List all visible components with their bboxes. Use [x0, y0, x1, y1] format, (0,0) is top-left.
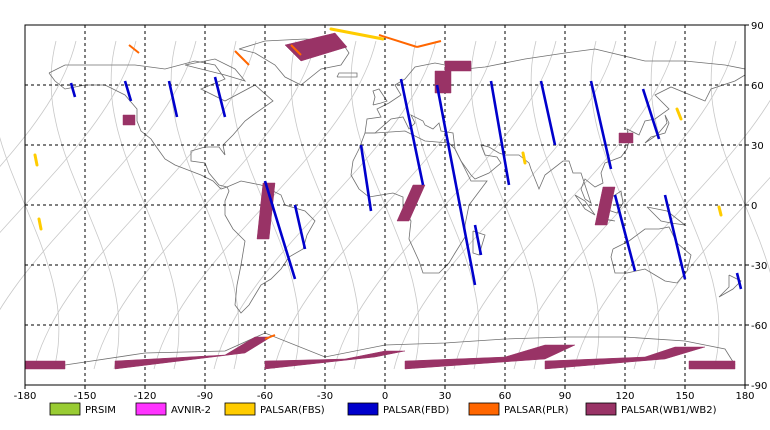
fbd-pass [69, 82, 77, 98]
plr-segment [378, 34, 418, 48]
x-tick-label: -60 [257, 391, 273, 402]
fbd-pass [435, 84, 477, 286]
wb-strip [544, 346, 706, 370]
wb-strip [688, 360, 736, 370]
legend-label: PALSAR(FBD) [383, 405, 449, 416]
wb-strip [618, 132, 634, 144]
fbd-pass [263, 180, 297, 280]
x-tick-label: 90 [559, 391, 572, 402]
wb-strip [396, 184, 426, 222]
y-tick-label: -90 [751, 381, 767, 392]
legend-swatch [585, 402, 617, 416]
legend-swatch [224, 402, 256, 416]
fbd-pass [399, 78, 425, 186]
fbd-pass [641, 88, 661, 140]
plr-segment [290, 44, 302, 56]
coastline [644, 114, 670, 144]
x-tick-label: 0 [382, 391, 388, 402]
fbd-pass [489, 80, 511, 186]
x-tick-label: 120 [615, 391, 634, 402]
fbd-pass [213, 76, 227, 118]
legend-swatch [468, 402, 500, 416]
x-tick-label: 60 [499, 391, 512, 402]
wb-strip [264, 350, 406, 370]
legend-swatch [347, 402, 379, 416]
plr-segment [416, 40, 442, 48]
y-tick-label: 0 [751, 201, 757, 212]
fbd-pass [539, 80, 557, 146]
legend-swatch [135, 402, 167, 416]
coastline [574, 194, 596, 216]
x-tick-label: 150 [675, 391, 694, 402]
plr-segments [128, 34, 442, 340]
plr-segment [234, 50, 250, 66]
wb-strip [24, 360, 66, 370]
x-tick-label: -120 [134, 391, 157, 402]
x-tick-label: -30 [317, 391, 333, 402]
fbd-pass [359, 144, 373, 212]
fbd-pass [663, 194, 687, 280]
fbd-passes [69, 76, 743, 290]
y-tick-label: 90 [751, 21, 764, 32]
wb-strip [594, 186, 616, 226]
fbd-pass [167, 80, 179, 118]
legend-label: PALSAR(WB1/WB2) [621, 405, 717, 416]
legend-item: PALSAR(FBD) [347, 402, 449, 416]
x-tick-label: -90 [197, 391, 213, 402]
legend-swatch [49, 402, 81, 416]
fbs-segment [33, 153, 39, 167]
legend-label: PALSAR(PLR) [504, 405, 569, 416]
legend-label: PALSAR(FBS) [260, 405, 325, 416]
plr-segment [128, 44, 140, 54]
fbs-segment [521, 151, 527, 165]
fbd-pass [613, 194, 637, 272]
legend-label: AVNIR-2 [171, 405, 211, 416]
coastline [610, 226, 692, 284]
y-tick-label: -60 [751, 321, 767, 332]
wb-strip [404, 344, 576, 370]
fbs-segment [329, 27, 385, 41]
fbd-pass [293, 204, 307, 250]
y-axis-ticks: 90 60 30 0 -30 -60 -90 [745, 21, 767, 392]
orbit-track [0, 40, 77, 167]
x-tick-label: -150 [74, 391, 97, 402]
wb-strip [444, 60, 472, 72]
coastline [184, 58, 247, 82]
legend-item: PALSAR(PLR) [468, 402, 569, 416]
y-tick-label: 30 [751, 141, 764, 152]
coastline [646, 206, 687, 226]
coastline [336, 72, 358, 78]
x-axis-ticks: -180 -150 -120 -90 -60 -30 0 30 60 90 120 150 180 [14, 385, 755, 402]
fbd-pass [123, 80, 133, 102]
coastline [372, 88, 388, 106]
legend-item: PRSIM [49, 402, 116, 416]
fbd-pass [473, 224, 483, 256]
fbs-segments [33, 27, 723, 231]
coastline [238, 38, 350, 86]
coastline [364, 48, 746, 204]
fbd-pass [589, 80, 613, 170]
legend-item: PALSAR(FBS) [224, 402, 325, 416]
y-tick-label: -30 [751, 261, 767, 272]
x-tick-label: 30 [439, 391, 452, 402]
wb-strip [114, 336, 272, 370]
legend: PRSIM AVNIR-2 PALSAR(FBS) PALSAR(FBD) PALSAR… [49, 402, 717, 416]
fbs-segment [37, 217, 43, 231]
legend-item: PALSAR(WB1/WB2) [585, 402, 717, 416]
plr-segment [264, 334, 276, 340]
fbd-pass [735, 272, 743, 290]
legend-item: AVNIR-2 [135, 402, 211, 416]
y-tick-label: 60 [751, 81, 764, 92]
wb-strip [122, 114, 136, 126]
coastline [472, 230, 486, 256]
x-tick-label: -180 [14, 391, 37, 402]
x-tick-label: 180 [735, 391, 754, 402]
legend-label: PRSIM [85, 405, 116, 416]
fbs-segment [717, 205, 723, 217]
fbs-segment [675, 107, 683, 121]
